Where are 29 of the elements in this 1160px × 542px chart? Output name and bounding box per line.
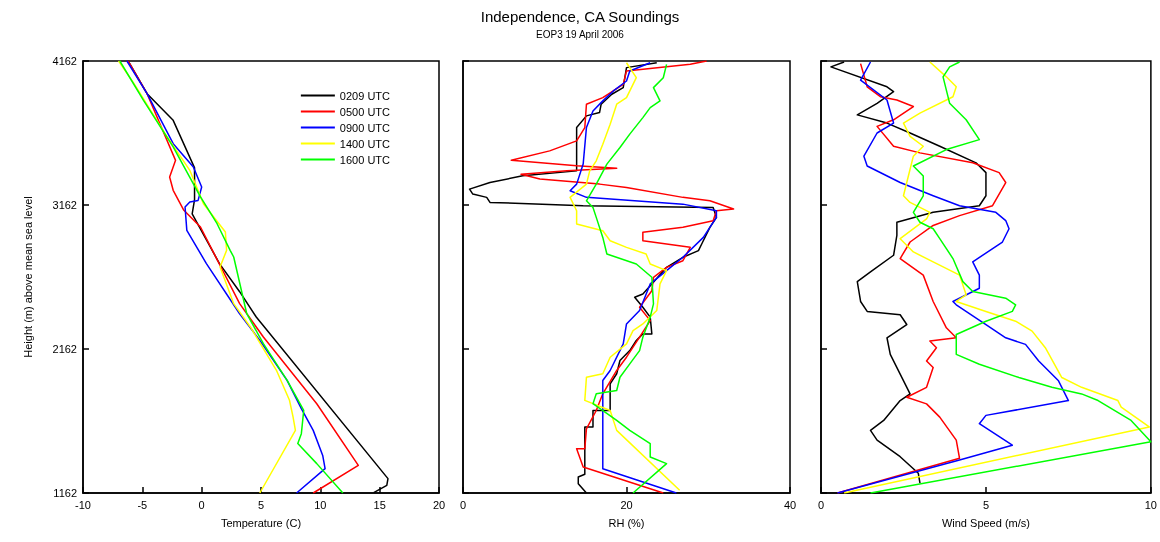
x-tick-label: 0: [817, 498, 825, 511]
y-tick-label: 1162: [53, 487, 77, 499]
x-tick-label: -10: [75, 498, 91, 511]
x-axis-title: Wind Speed (m/s): [941, 516, 1030, 529]
x-tick-label: -5: [137, 498, 148, 511]
legend-label: 0209 UTC: [339, 89, 391, 102]
y-tick-label: 4162: [52, 55, 77, 67]
legend-label: 1600 UTC: [339, 153, 391, 166]
x-tick-label: 20: [432, 498, 446, 511]
y-axis-title: Height (m) above mean sea level: [21, 196, 34, 358]
x-tick-label: 10: [1144, 498, 1158, 511]
x-axis-title: RH (%): [608, 516, 645, 529]
legend-label: 0500 UTC: [339, 105, 391, 118]
x-tick-label: 40: [783, 498, 797, 511]
chart-subtitle: EOP3 19 April 2006: [535, 29, 625, 40]
legend-label: 0900 UTC: [339, 121, 391, 134]
x-tick-label: 0: [198, 498, 205, 511]
y-tick-label: 3162: [52, 199, 77, 211]
chart-title: Independence, CA Soundings: [479, 8, 681, 25]
y-tick-label: 2162: [52, 343, 77, 355]
x-tick-label: 10: [314, 498, 327, 511]
x-tick-label: 0: [459, 498, 467, 511]
x-tick-label: 5: [982, 498, 989, 511]
x-tick-label: 5: [257, 498, 265, 511]
x-tick-label: 15: [373, 498, 386, 511]
x-axis-title: Temperature (C): [220, 516, 302, 529]
legend-label: 1400 UTC: [339, 137, 391, 150]
x-tick-label: 20: [620, 498, 633, 511]
line-series: [117, 60, 297, 494]
